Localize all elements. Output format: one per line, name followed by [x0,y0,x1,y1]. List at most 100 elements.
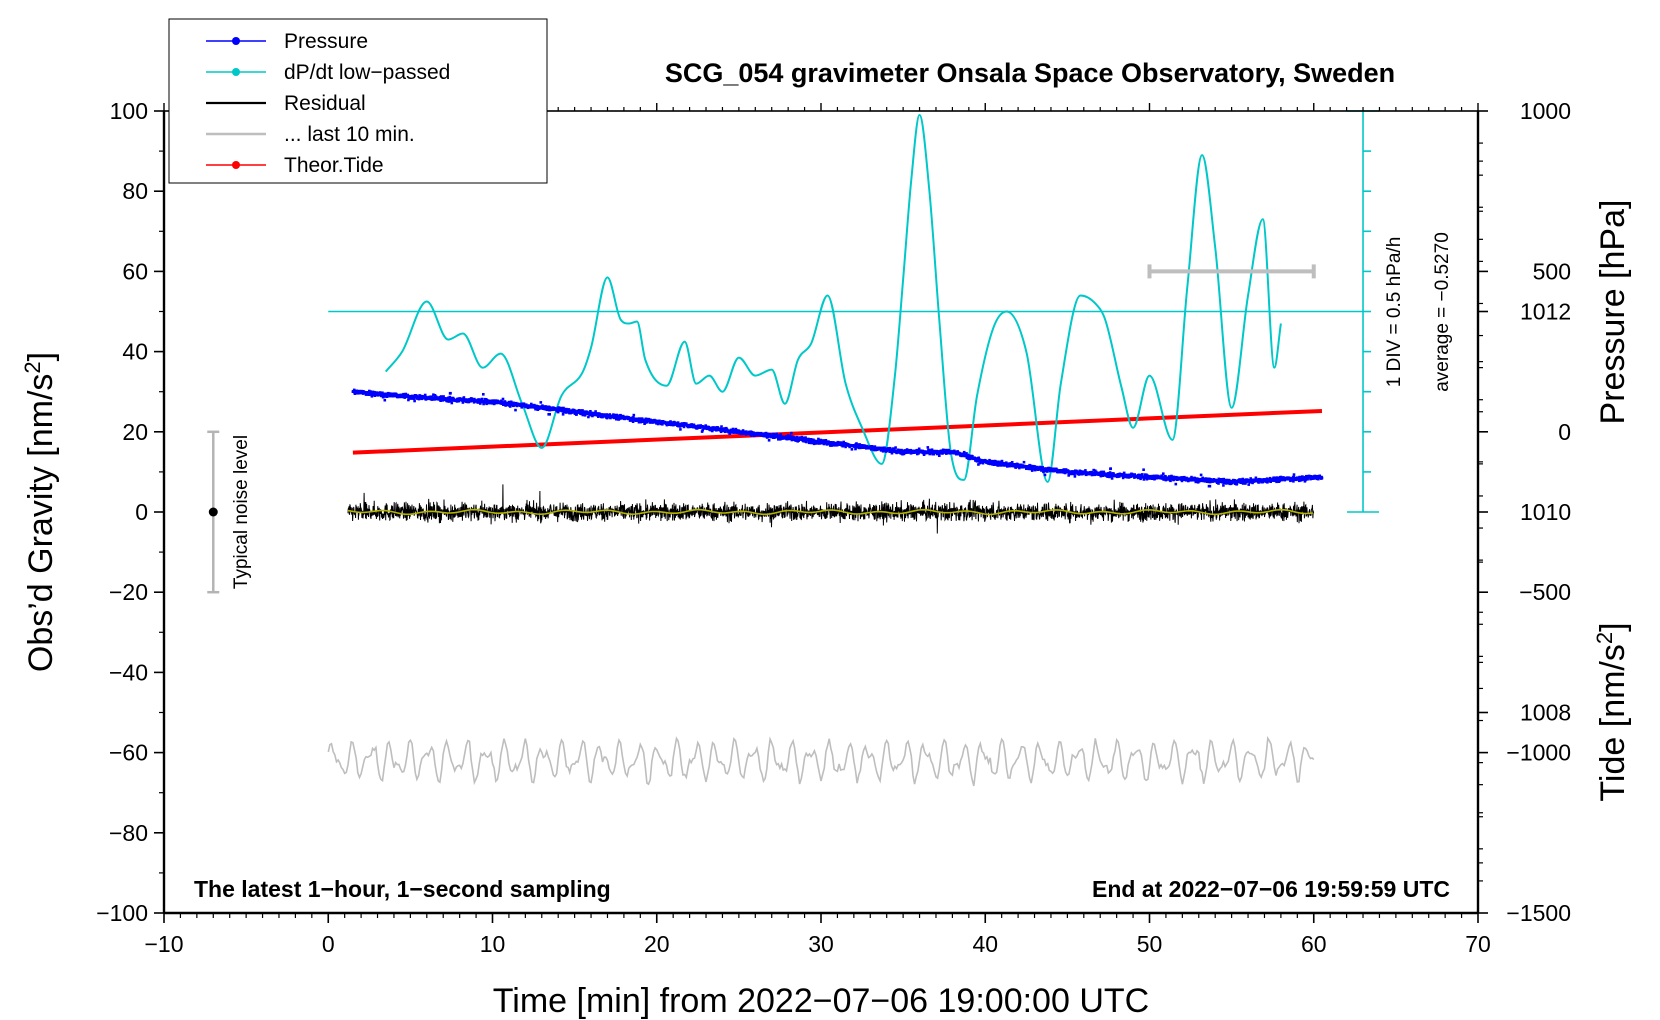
series-pressure-points [351,388,1324,488]
pressure-point [1247,483,1250,486]
pressure-point [1222,484,1225,487]
y-axis-title-tide-sup: 2 [1592,632,1617,644]
legend: Pressure dP/dt low−passed Residual ... last… [168,18,548,184]
data-layer [207,110,1380,787]
y-tick-label: −60 [109,740,148,766]
pressure-point [890,451,894,455]
pressure-point [419,394,422,398]
pressure-point [413,399,416,403]
pressure-point [779,433,783,436]
pressure-point [682,425,686,429]
x-tick-label: 20 [644,931,670,957]
annotation-bottom-right: End at 2022−07−06 19:59:59 UTC [1092,876,1450,902]
dpdt-scale-label: 1 DIV = 0.5 hPa/h [1384,237,1405,388]
pressure-point [1064,468,1068,471]
pressure-point [1204,480,1207,483]
pressure-point [785,437,789,441]
pressure-point [480,397,484,401]
pressure-point [1092,468,1095,472]
dpdt-average-label: average = −0.5270 [1432,232,1453,392]
pressure-point [586,410,589,414]
y-tick-label: 20 [122,419,148,445]
pressure-point [873,445,877,448]
pressure-point [381,391,384,395]
pressure-point [589,410,592,413]
pressure-point [546,407,550,410]
series-last-10-min-line [327,735,1315,787]
pressure-point [995,460,998,464]
pressure-point [1306,477,1310,480]
x-tick-label: 40 [972,931,998,957]
pressure-point [994,460,997,463]
pressure-point [1084,469,1087,472]
pressure-point [1040,469,1043,472]
legend-dot [232,37,240,45]
pressure-point [858,443,862,446]
pressure-point [1220,478,1223,481]
pressure-point [462,396,466,399]
pressure-point [953,449,956,453]
pressure-point [1018,466,1021,470]
pressure-point [894,446,897,449]
y-tick-label: 40 [122,339,148,365]
legend-label: Residual [284,92,366,115]
x-tick-label: 50 [1137,931,1163,957]
pressure-point [432,393,435,396]
pressure-point [1183,475,1186,479]
pressure-tick-label: 1008 [1520,700,1571,726]
pressure-point [837,441,841,444]
pressure-point [893,447,896,451]
pressure-point [1197,480,1201,483]
pressure-point [922,453,926,456]
pressure-point [485,402,488,406]
pressure-point [379,394,383,398]
pressure-point [631,418,634,421]
tide-tick-label: 0 [1558,419,1571,445]
pressure-point [382,395,386,398]
pressure-point [1079,470,1083,473]
tide-tick-label: 1000 [1520,98,1571,124]
pressure-point [734,427,738,431]
pressure-point [1030,469,1034,472]
series-residual-mean-line [347,508,1313,516]
pressure-point [544,405,548,408]
pressure-point [1039,465,1042,469]
pressure-point [1174,482,1178,486]
pressure-point [1315,474,1318,478]
pressure-point [825,443,829,446]
pressure-point [1010,461,1014,464]
pressure-point [1139,477,1142,481]
pressure-point [409,397,412,400]
pressure-point [1251,481,1254,485]
pressure-point [1000,459,1004,463]
y-axis-title-left: Obs’d Gravity [nm/s2] [20,352,60,672]
pressure-point [1279,475,1283,479]
pressure-point [676,421,680,424]
pressure-point [775,432,778,436]
y-tick-label: 100 [110,98,148,124]
legend-label: dP/dt low−passed [284,61,450,84]
pressure-point [482,402,485,406]
pressure-point [685,422,688,425]
pressure-point [1201,476,1204,480]
y-tick-label: 80 [122,178,148,204]
y-tick-label: −40 [109,659,148,685]
pressure-point [741,429,745,432]
pressure-point [504,400,507,404]
pressure-point [618,417,621,421]
pressure-point [701,428,704,432]
pressure-point [977,456,980,460]
pressure-point [423,393,427,397]
pressure-point [522,402,526,405]
tide-tick-label: −1000 [1506,740,1571,766]
pressure-point [1276,478,1280,482]
pressure-point [804,436,807,439]
pressure-point [1235,482,1239,486]
pressure-point [450,401,454,405]
pressure-point [1067,474,1070,477]
pressure-point [978,457,981,461]
pressure-point [570,411,573,414]
pressure-point [930,448,934,451]
pressure-point [1190,475,1193,479]
pressure-point [575,413,578,416]
